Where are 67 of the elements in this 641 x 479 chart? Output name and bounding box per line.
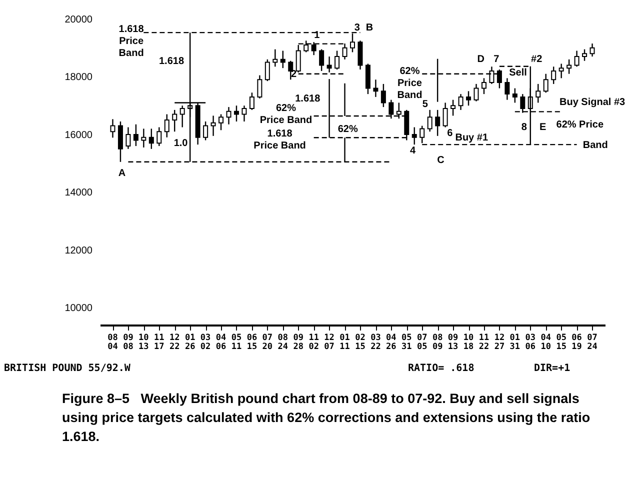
x-tick-label: 05 11: [231, 333, 242, 352]
x-tick-label: 02 15: [355, 333, 366, 352]
annotation: 62% Price Band: [260, 103, 312, 126]
x-tick-label: 04 06: [216, 333, 226, 352]
x-tick-label: 05 15: [556, 333, 566, 352]
x-tick-label: 08 04: [108, 333, 118, 352]
y-tick-label: 14000: [64, 188, 93, 199]
x-tick-label: 03 22: [370, 333, 381, 352]
x-tick-label: 08 09: [432, 333, 443, 352]
y-tick-label: 10000: [64, 303, 93, 314]
x-tick-label: 06 19: [572, 333, 582, 352]
x-tick-label: 07 24: [587, 333, 598, 352]
annotation: D: [477, 54, 485, 65]
x-tick-label: 01 26: [184, 333, 196, 352]
caption: Figure 8–5 Weekly British pound chart from 08-89 to 07-92. Buy and sell signals using price targets calculated with 62% corrections and extensions using the ratio 1.618.: [62, 390, 592, 446]
annotation: 1.618 Price Band: [118, 24, 144, 60]
x-tick-label: 11 02: [308, 333, 319, 352]
x-tick-label: 04 26: [386, 333, 396, 352]
x-tick-label: 08 24: [278, 333, 288, 352]
x-tick-label: 09 13: [448, 333, 458, 352]
annotation: 8: [521, 122, 528, 133]
annotation: #2: [531, 54, 543, 65]
y-tick-label: 20000: [64, 14, 93, 26]
annotation: C: [437, 155, 444, 166]
x-tick-label: 10 13: [138, 333, 149, 352]
y-tick-label: 18000: [64, 72, 93, 84]
annotation: 7: [494, 54, 500, 65]
annotation: 4: [410, 145, 416, 156]
x-tick-label: 12 27: [494, 333, 505, 352]
x-tick-label: 05 31: [402, 333, 412, 352]
annotation: Buy #1: [455, 132, 488, 144]
y-tick-label: 12000: [64, 245, 93, 256]
text: RATIO= .618: [408, 363, 474, 374]
x-tick-label: 03 06: [525, 333, 536, 352]
x-tick-label: 11 22: [478, 333, 490, 352]
x-tick-label: 01 31: [510, 333, 520, 352]
y-tick-label: 16000: [64, 130, 93, 141]
x-tick-label: 10 18: [463, 333, 474, 352]
x-tick-label: 07 20: [262, 333, 273, 352]
annotation: B: [366, 22, 374, 34]
annotation: A: [118, 168, 126, 179]
x-tick-label: 12 07: [324, 333, 334, 352]
annotation: 6: [447, 128, 454, 140]
x-tick-label: 12 22: [169, 333, 180, 352]
x-tick-label: 07 05: [416, 333, 428, 352]
annotation: 3: [354, 22, 360, 34]
annotation: 62%: [338, 124, 358, 135]
x-tick-label: 03 02: [200, 333, 211, 352]
x-tick-label: 11 17: [154, 333, 164, 352]
annotation: 1.618: [295, 94, 321, 105]
annotation: Band: [582, 140, 608, 152]
annotation: Sell: [509, 67, 528, 78]
annotation: 62% Price Band: [397, 66, 422, 101]
x-tick-label: 09 28: [293, 333, 304, 352]
x-tick-label: 04 10: [540, 333, 551, 352]
annotation: 62% Price: [556, 120, 604, 131]
x-tick-label: 09 08: [123, 333, 134, 352]
annotation: Buy Signal #3: [559, 96, 626, 108]
x-tick-label: 01 11: [340, 333, 350, 352]
annotation: 1.618: [159, 56, 184, 68]
annotation: E: [539, 122, 546, 133]
x-tick-label: 06 15: [246, 333, 258, 352]
annotation: 5: [422, 99, 428, 110]
annotation: 1.618 Price Band: [254, 128, 306, 152]
text: BRITISH POUND 55/92.W: [4, 363, 130, 374]
text: DIR=+1: [534, 363, 570, 374]
annotation: 1.0: [174, 138, 188, 150]
